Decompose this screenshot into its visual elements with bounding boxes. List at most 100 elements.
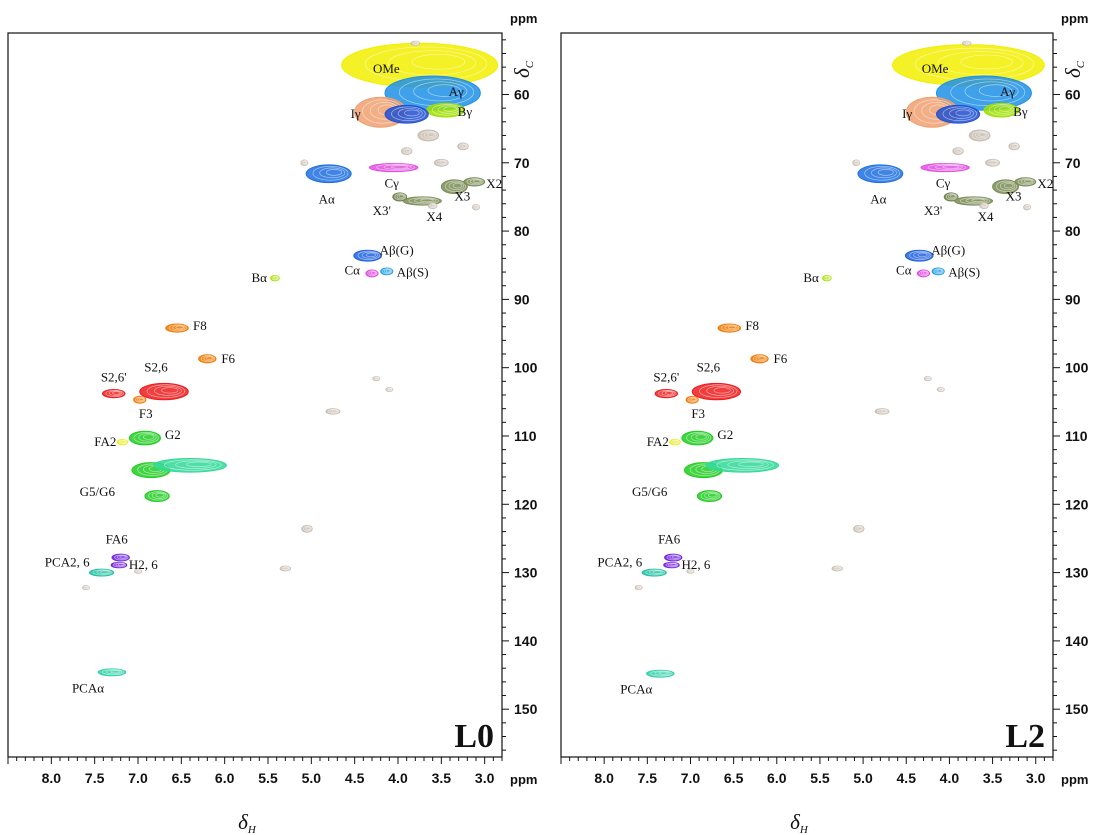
- peaks: [82, 40, 499, 677]
- peak-label: S2,6': [101, 370, 127, 385]
- x-tick-label: 5.5: [258, 770, 278, 786]
- svg-text:δC: δC: [510, 60, 536, 78]
- peak-fa2: [669, 438, 681, 446]
- peak-g2: [128, 430, 162, 446]
- peak-x2: [463, 177, 486, 187]
- peak-label: OMe: [373, 61, 400, 76]
- peak-label: Iγ: [902, 106, 912, 121]
- peak-unassigned: [923, 376, 932, 382]
- svg-text:δC: δC: [1061, 60, 1087, 78]
- peak-label: Bα: [251, 270, 267, 285]
- peak-unassigned: [874, 408, 890, 415]
- peak-label: Cγ: [384, 176, 399, 191]
- peak-fa6: [111, 553, 130, 562]
- plot-frame: [7, 32, 503, 758]
- peak-label: Cα: [345, 262, 361, 277]
- y-tick-label: 90: [514, 291, 530, 307]
- panel-label: L2: [1005, 718, 1045, 755]
- peak-label: Aα: [319, 192, 335, 207]
- peak-label: PCAα: [72, 680, 104, 695]
- x-tick-label: 4.5: [897, 770, 917, 786]
- x-unit-label: ppm: [510, 772, 537, 787]
- peak-unassigned: [831, 565, 843, 572]
- peak-label: G5/G6: [80, 484, 116, 499]
- peak-pca2-6: [641, 568, 667, 577]
- peak-unassigned: [433, 158, 449, 167]
- x-tick-label: 3.0: [1026, 770, 1046, 786]
- peak-unassigned: [961, 40, 972, 46]
- y-unit-label: ppm: [510, 11, 537, 26]
- x-tick-label: 7.0: [681, 770, 701, 786]
- peak-f8: [165, 323, 189, 333]
- peak-label: X3: [454, 189, 470, 204]
- peak-label: H2, 6: [129, 557, 158, 572]
- peak-x3: [943, 192, 959, 202]
- peak-label: PCA2, 6: [45, 555, 90, 570]
- x-tick-label: 3.0: [475, 770, 495, 786]
- y-tick-label: 70: [1065, 155, 1081, 171]
- peak-f8: [717, 323, 742, 333]
- peak-label: G2: [717, 427, 733, 442]
- peak-unassigned: [325, 408, 341, 415]
- peak-label: Aβ(G): [931, 243, 965, 258]
- peak-label: Aβ(S): [397, 264, 429, 279]
- peak-unassigned: [852, 159, 861, 167]
- peak-label: FA6: [106, 532, 129, 547]
- peak-unassigned: [1023, 203, 1032, 211]
- peak-unassigned: [134, 568, 142, 574]
- x-axis-ticks: 8.0 7.5 7.0 6.5 6.0 5.5 5.0 4.5 4.0 3.5 3.0: [7, 757, 503, 786]
- peak-unassigned: [985, 158, 1000, 167]
- peak-b: [822, 274, 832, 282]
- peaks: [634, 40, 1045, 678]
- x-tick-label: 4.0: [940, 770, 960, 786]
- peak-f3: [133, 395, 147, 404]
- peak-unassigned: [144, 490, 170, 503]
- peak-a-g: [904, 249, 934, 262]
- peak-pca2-6: [88, 568, 115, 577]
- x-tick-label: 6.0: [215, 770, 235, 786]
- peak-f6: [750, 354, 769, 364]
- peak-unassigned: [82, 585, 90, 591]
- peak-unassigned: [979, 202, 989, 210]
- peak-unassigned: [427, 202, 438, 210]
- y-axis-ticks: 60 70 80 90 100 110 120 130 140 150: [1053, 39, 1089, 751]
- peak-label: Bα: [803, 270, 819, 285]
- x-tick-label: 4.5: [345, 770, 365, 786]
- peak-unassigned: [853, 524, 865, 533]
- peak-unassigned: [696, 490, 723, 503]
- y-tick-label: 120: [1065, 496, 1089, 512]
- x-tick-label: 7.5: [85, 770, 105, 786]
- y-tick-label: 120: [514, 496, 538, 512]
- y-axis-title: δC: [510, 60, 536, 78]
- x-tick-label: 5.5: [810, 770, 830, 786]
- nmr-panel-l0: OMe Aγ Iγ Bγ Cγ Aα X3' X4 X3 X2 Aβ(G) Cα Aβ(S) Bα F8 F6…: [7, 11, 538, 835]
- peak-s2-6: [654, 389, 679, 399]
- y-tick-label: 100: [1065, 360, 1089, 376]
- peak-b: [983, 102, 1019, 118]
- peak-unassigned: [400, 147, 413, 156]
- peak-s2-6: [101, 389, 126, 399]
- peak-f6: [198, 354, 217, 364]
- peak-labels: OMe Aγ Iγ Bγ Cγ Aα X3' X4 X3 X2 Aβ(G) Cα Aβ(S) Bα F8 F6…: [45, 61, 502, 695]
- peak-unassigned: [968, 129, 991, 142]
- peak-label: Cα: [896, 262, 912, 277]
- peak-label: S2,6': [653, 370, 679, 385]
- peak-label: FA2: [94, 434, 116, 449]
- peak-label: X3: [1006, 189, 1022, 204]
- x-axis-title: δH: [238, 810, 257, 835]
- peak-label: PCAα: [620, 682, 652, 697]
- peak-label: X4: [978, 209, 994, 224]
- peak-g2: [681, 430, 714, 446]
- peak-c: [368, 162, 419, 173]
- peak-x3: [392, 192, 408, 202]
- y-tick-label: 150: [514, 701, 538, 717]
- x-tick-label: 7.5: [638, 770, 658, 786]
- peak-unassigned: [472, 203, 480, 211]
- peak-x2: [1014, 177, 1037, 187]
- peak-label: H2, 6: [681, 557, 710, 572]
- peak-c: [916, 269, 931, 278]
- peak-label: X2: [486, 176, 502, 191]
- y-tick-label: 130: [514, 565, 538, 581]
- peak-h2-6: [110, 561, 128, 569]
- peak-unassigned: [457, 142, 469, 151]
